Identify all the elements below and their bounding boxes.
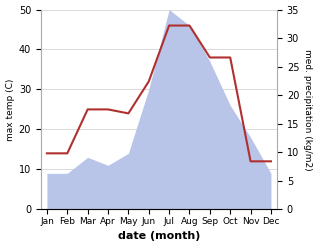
- X-axis label: date (month): date (month): [118, 231, 200, 242]
- Y-axis label: max temp (C): max temp (C): [5, 78, 15, 141]
- Y-axis label: med. precipitation (kg/m2): med. precipitation (kg/m2): [303, 49, 313, 170]
